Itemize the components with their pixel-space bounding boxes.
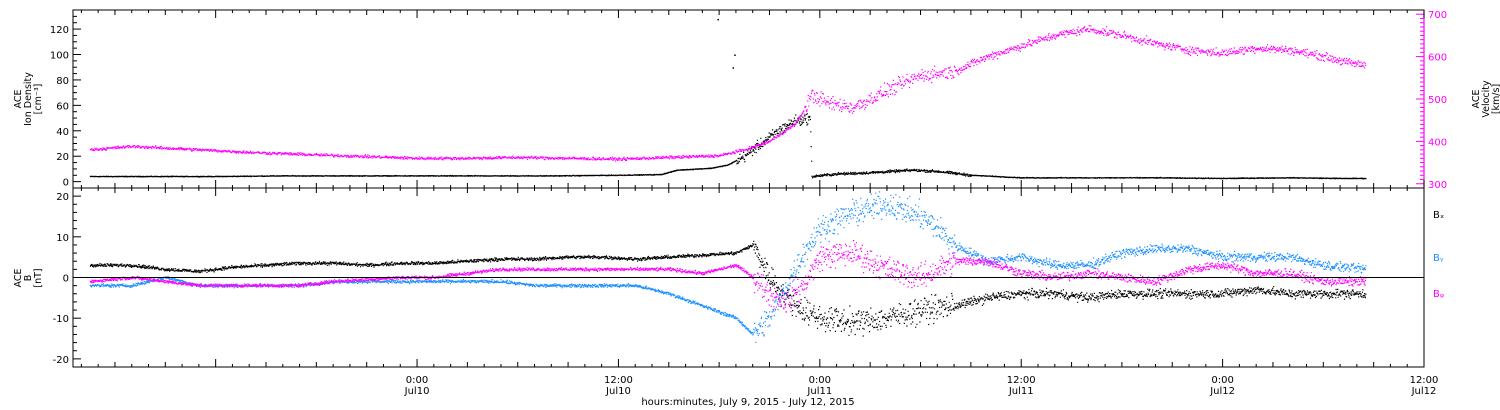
field-panel-points <box>73 191 1424 343</box>
field-tick-label: -20 <box>53 355 69 366</box>
density-outlier-point <box>732 67 735 69</box>
field-axis-title-line: B <box>23 275 34 282</box>
x-tick-time-label: 12:00 <box>1410 375 1439 386</box>
field-axis-title-line: ACE <box>13 269 24 288</box>
density-tick-label: 60 <box>56 101 69 112</box>
density-tick-label: 40 <box>56 127 69 138</box>
density-axis-title-line: [cm⁻³] <box>33 84 44 115</box>
velocity-tick-label: 600 <box>1428 53 1447 64</box>
b-legend-label: Bᵧ <box>1433 253 1444 264</box>
velocity-series <box>89 25 1367 162</box>
x-tick-date-label: Jul12 <box>1209 386 1235 397</box>
field-axis-title-line: [nT] <box>33 268 44 287</box>
x-tick-date-label: Jul11 <box>806 386 832 397</box>
x-tick-date-label: Jul12 <box>1411 386 1437 397</box>
density-axis-title-line: Ion Density <box>23 72 34 126</box>
x-tick-time-label: 12:00 <box>1007 375 1036 386</box>
velocity-tick-label: 400 <box>1428 137 1447 148</box>
field-tick-label: 0 <box>63 274 69 285</box>
density-tick-label: 20 <box>56 152 69 163</box>
x-tick-time-label: 0:00 <box>1211 375 1233 386</box>
density-outlier-point <box>717 18 719 21</box>
velocity-axis-title-line: ACE <box>1471 90 1482 109</box>
velocity-axis-title-line: Velocity <box>1481 80 1492 118</box>
b-series-2 <box>89 240 1367 313</box>
axes: 0 20 40 60 80 100 120 300 400 500 600 700 -20 -10 0 10 2… <box>13 10 1500 397</box>
x-tick-time-label: 0:00 <box>406 375 428 386</box>
velocity-tick-label: 300 <box>1428 180 1447 191</box>
density-axis-title: ACE Ion Density [cm⁻³] <box>13 72 44 126</box>
density-tick-label: 100 <box>50 51 69 62</box>
density-outlier-point <box>799 124 802 126</box>
field-axis-title: ACE B [nT] <box>13 268 44 287</box>
x-tick-date-label: Jul10 <box>605 386 631 397</box>
velocity-axis-title-line: [km/s] <box>1491 84 1500 114</box>
plasma-panel-points <box>89 18 1367 180</box>
field-tick-label: 20 <box>56 192 69 203</box>
x-tick-time-label: 0:00 <box>809 375 831 386</box>
x-axis-title: hours:minutes, July 9, 2015 - July 12, 2… <box>641 397 854 408</box>
x-tick-date-label: Jul11 <box>1008 386 1034 397</box>
density-tick-label: 120 <box>50 25 69 36</box>
b-series-0 <box>89 240 1367 337</box>
density-axis-title-line: ACE <box>13 90 24 109</box>
density-outlier-point <box>734 54 736 56</box>
density-tick-label: 80 <box>56 76 69 87</box>
velocity-tick-label: 700 <box>1428 10 1447 21</box>
x-tick-date-label: Jul10 <box>404 386 430 397</box>
velocity-tick-label: 500 <box>1428 95 1447 106</box>
x-tick-time-label: 12:00 <box>604 375 633 386</box>
field-tick-label: 10 <box>56 233 69 244</box>
density-tick-label: 0 <box>63 178 69 189</box>
b-legend-label: Bₓ <box>1433 210 1444 221</box>
b-legend-label: Bᵩ <box>1433 289 1444 300</box>
field-tick-label: -10 <box>53 314 69 325</box>
velocity-axis-title: ACE Velocity [km/s] <box>1471 80 1500 118</box>
